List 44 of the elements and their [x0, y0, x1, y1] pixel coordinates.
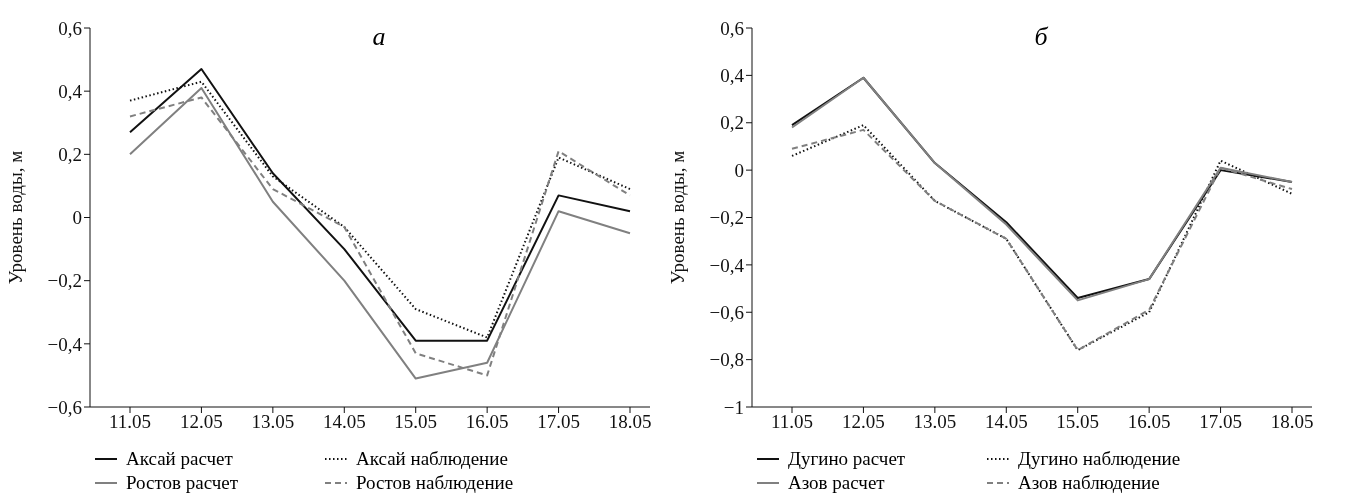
y-tick-label: 0,4 — [58, 80, 83, 102]
legend-label: Азов наблюдение — [1018, 471, 1160, 495]
x-tick-label: 15.05 — [1056, 411, 1100, 433]
legend-label: Дугино наблюдение — [1018, 447, 1181, 471]
y-axis-title: Уровень воды, м — [666, 150, 688, 285]
x-tick-label: 11.05 — [108, 411, 152, 433]
y-tick-label: 0,4 — [720, 65, 745, 87]
x-tick-label: 18.05 — [1270, 411, 1314, 433]
x-tick-label: 11.05 — [770, 411, 814, 433]
y-tick-label: −0,6 — [47, 396, 82, 418]
x-tick-label: 12.05 — [842, 411, 885, 433]
y-tick-label: −0,2 — [709, 207, 744, 229]
chart-title: а — [371, 22, 387, 52]
x-tick-label: 12.05 — [180, 411, 223, 433]
y-axis-title: Уровень воды, м — [4, 150, 26, 285]
x-tick-label: 14.05 — [322, 411, 366, 433]
y-tick-label: 0,6 — [720, 17, 744, 39]
y-tick-label: −0,2 — [47, 270, 82, 292]
y-tick-label: 0 — [72, 207, 82, 229]
legend-label: Ростов наблюдение — [356, 471, 514, 495]
x-tick-label: 13.05 — [913, 411, 957, 433]
chart-title: б — [1033, 22, 1049, 52]
legend-label: Аксай расчет — [126, 447, 233, 471]
x-tick-label: 17.05 — [1199, 411, 1242, 433]
y-tick-label: 0,2 — [58, 144, 82, 166]
x-tick-label: 15.05 — [394, 411, 438, 433]
x-tick-label: 18.05 — [608, 411, 652, 433]
y-tick-label: −1 — [723, 396, 744, 418]
y-tick-label: 0 — [734, 159, 744, 181]
x-tick-label: 17.05 — [537, 411, 580, 433]
x-tick-label: 13.05 — [251, 411, 295, 433]
x-tick-label: 14.05 — [984, 411, 1028, 433]
legend-label: Ростов расчет — [126, 471, 239, 495]
x-tick-label: 16.05 — [1127, 411, 1171, 433]
y-tick-label: −0,4 — [47, 333, 83, 355]
legend-label: Дугино расчет — [788, 447, 906, 471]
y-tick-label: −0,8 — [709, 349, 744, 371]
y-tick-label: 0,2 — [720, 112, 744, 134]
y-tick-label: −0,4 — [709, 254, 745, 276]
y-tick-label: 0,6 — [58, 17, 82, 39]
legend-label: Аксай наблюдение — [356, 447, 508, 471]
legend-label: Азов расчет — [788, 471, 885, 495]
x-tick-label: 16.05 — [465, 411, 509, 433]
y-tick-label: −0,6 — [709, 301, 744, 323]
